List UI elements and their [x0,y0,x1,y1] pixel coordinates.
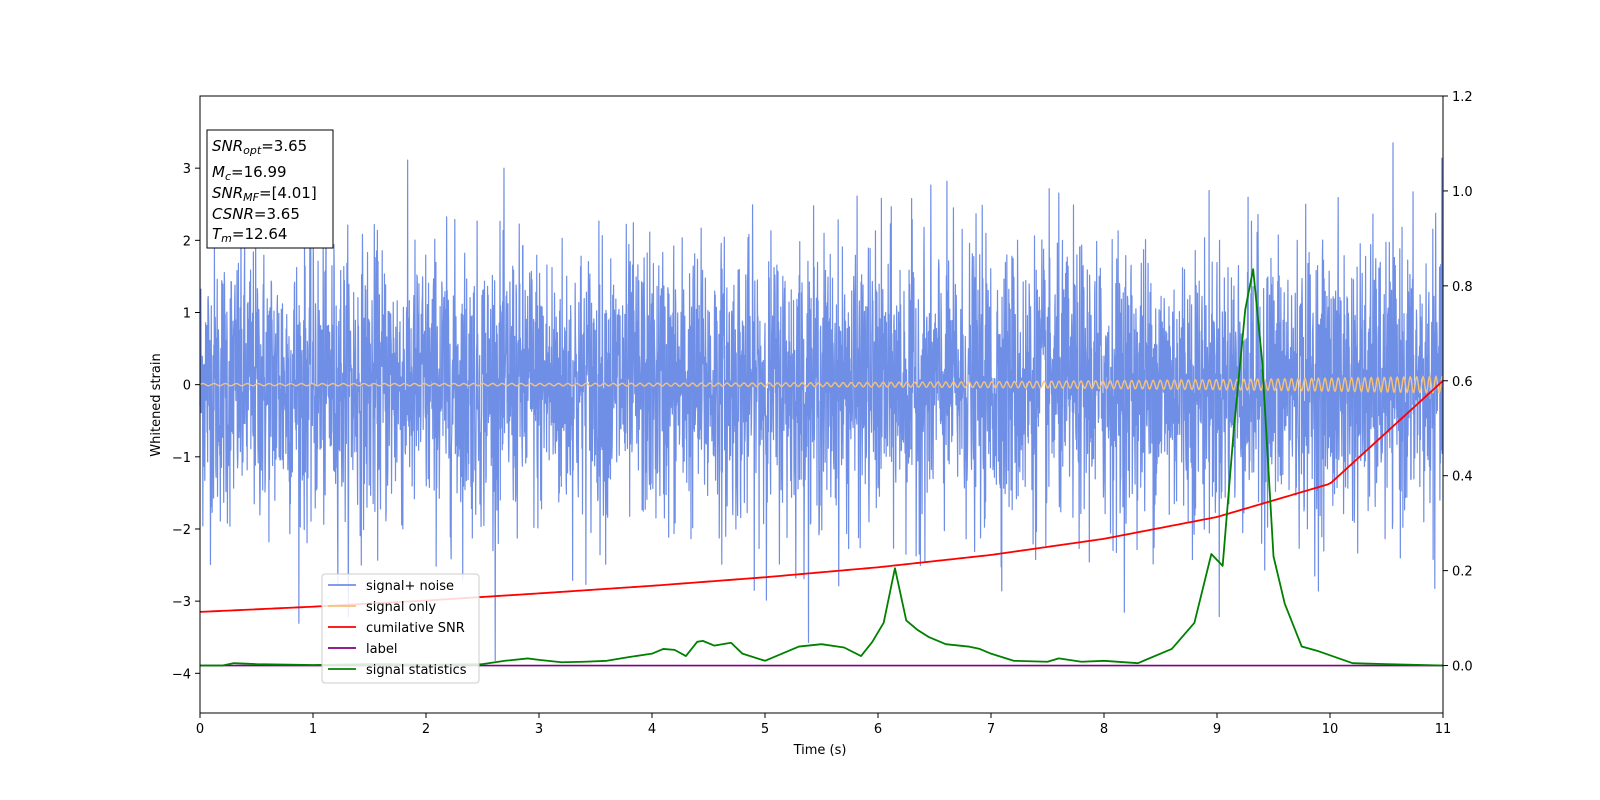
y-axis-left: −4 −3 −2 −1 0 1 2 3 [172,162,200,682]
annotation-tm: Tm=12.64 [212,225,287,245]
y-tick-right-label: 1.2 [1452,90,1473,105]
x-tick-label: 0 [196,722,204,737]
x-tick-label: 6 [874,722,882,737]
legend-frame [321,573,480,684]
legend-label: signal statistics [366,663,467,678]
annotation-snr-opt: SNRopt=3.65 [212,137,307,157]
series-signal-noise [199,142,1444,661]
x-tick-label: 9 [1213,722,1221,737]
y-tick-left-label: 1 [183,306,191,321]
y-tick-left-label: −3 [172,595,191,610]
legend-label: label [366,642,397,657]
x-tick-label: 4 [648,722,656,737]
y-tick-right-label: 1.0 [1452,185,1473,200]
signal-statistics-line [200,268,1444,667]
y-axis-label: Whitened strain [149,353,164,456]
x-axis-label: Time (s) [793,743,847,758]
x-tick-label: 5 [761,722,769,737]
legend-label: cumilative SNR [366,621,465,636]
annotation-snr-mf: SNRMF=[4.01] [212,184,317,204]
y-tick-left-label: 2 [183,234,191,249]
y-tick-left-label: 3 [183,162,191,177]
x-tick-label: 10 [1322,722,1339,737]
x-axis: 0 1 2 3 4 5 6 7 8 9 10 11 [196,713,1451,737]
y-tick-left-label: −2 [172,523,191,538]
signal-noise-line [199,142,1444,661]
annotation-mc: Mc=16.99 [212,163,287,183]
x-tick-label: 7 [987,722,995,737]
series-signal-only [199,375,1444,395]
annotation-csnr: CSNR=3.65 [212,205,300,223]
x-tick-label: 8 [1100,722,1108,737]
y-tick-left-label: 0 [183,379,191,394]
y-tick-right-label: 0.4 [1452,470,1473,485]
y-tick-left-label: −1 [172,451,191,466]
x-tick-label: 1 [309,722,317,737]
y-tick-right-label: 0.0 [1452,660,1473,675]
x-tick-label: 11 [1435,722,1452,737]
signal-only-line [199,375,1444,395]
plot-frame [199,95,1444,714]
legend: signal+ noise signal only cumilative SNR la… [321,573,480,684]
y-tick-left-label: −4 [172,667,191,682]
y-tick-right-label: 0.2 [1452,565,1473,580]
annotation-frame [206,129,334,249]
legend-label: signal only [366,600,436,615]
annotation-box: SNRopt=3.65 Mc=16.99 SNRMF=[4.01] CSNR=3… [206,129,334,249]
x-tick-label: 3 [535,722,543,737]
series-signal-statistics [200,268,1444,667]
y-axis-right: 0.0 0.2 0.4 0.6 0.8 1.0 1.2 [1443,90,1473,675]
x-tick-label: 2 [422,722,430,737]
legend-label: signal+ noise [366,579,454,594]
y-tick-right-label: 0.6 [1452,375,1473,390]
y-tick-right-label: 0.8 [1452,280,1473,295]
